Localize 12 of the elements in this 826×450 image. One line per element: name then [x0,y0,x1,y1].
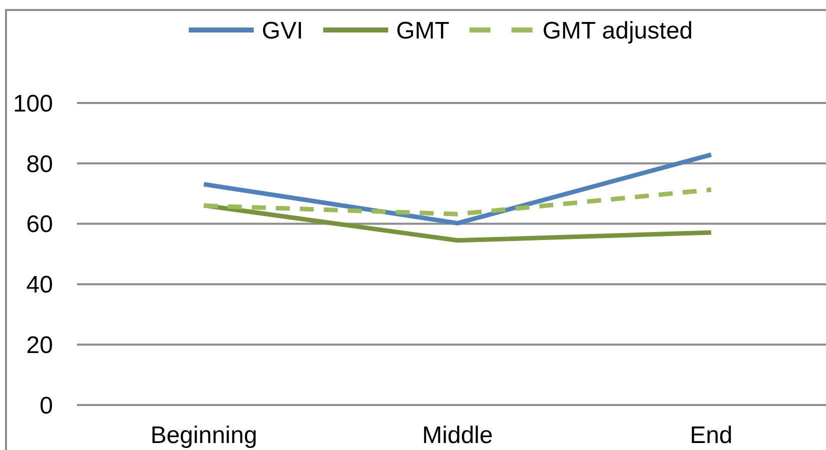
legend-label: GMT [396,17,450,44]
y-tick-label: 0 [40,392,53,420]
y-tick-label: 20 [26,332,53,359]
legend-label: GMT adjusted [542,17,693,44]
y-tick-label: 60 [26,211,53,238]
legend-label: GVI [262,17,304,44]
x-tick-label: End [690,422,733,449]
y-tick-label: 100 [12,90,53,118]
y-tick-label: 80 [26,150,53,178]
x-tick-label: Middle [422,422,493,449]
x-tick-label: Beginning [150,422,258,449]
y-tick-label: 40 [26,272,53,299]
